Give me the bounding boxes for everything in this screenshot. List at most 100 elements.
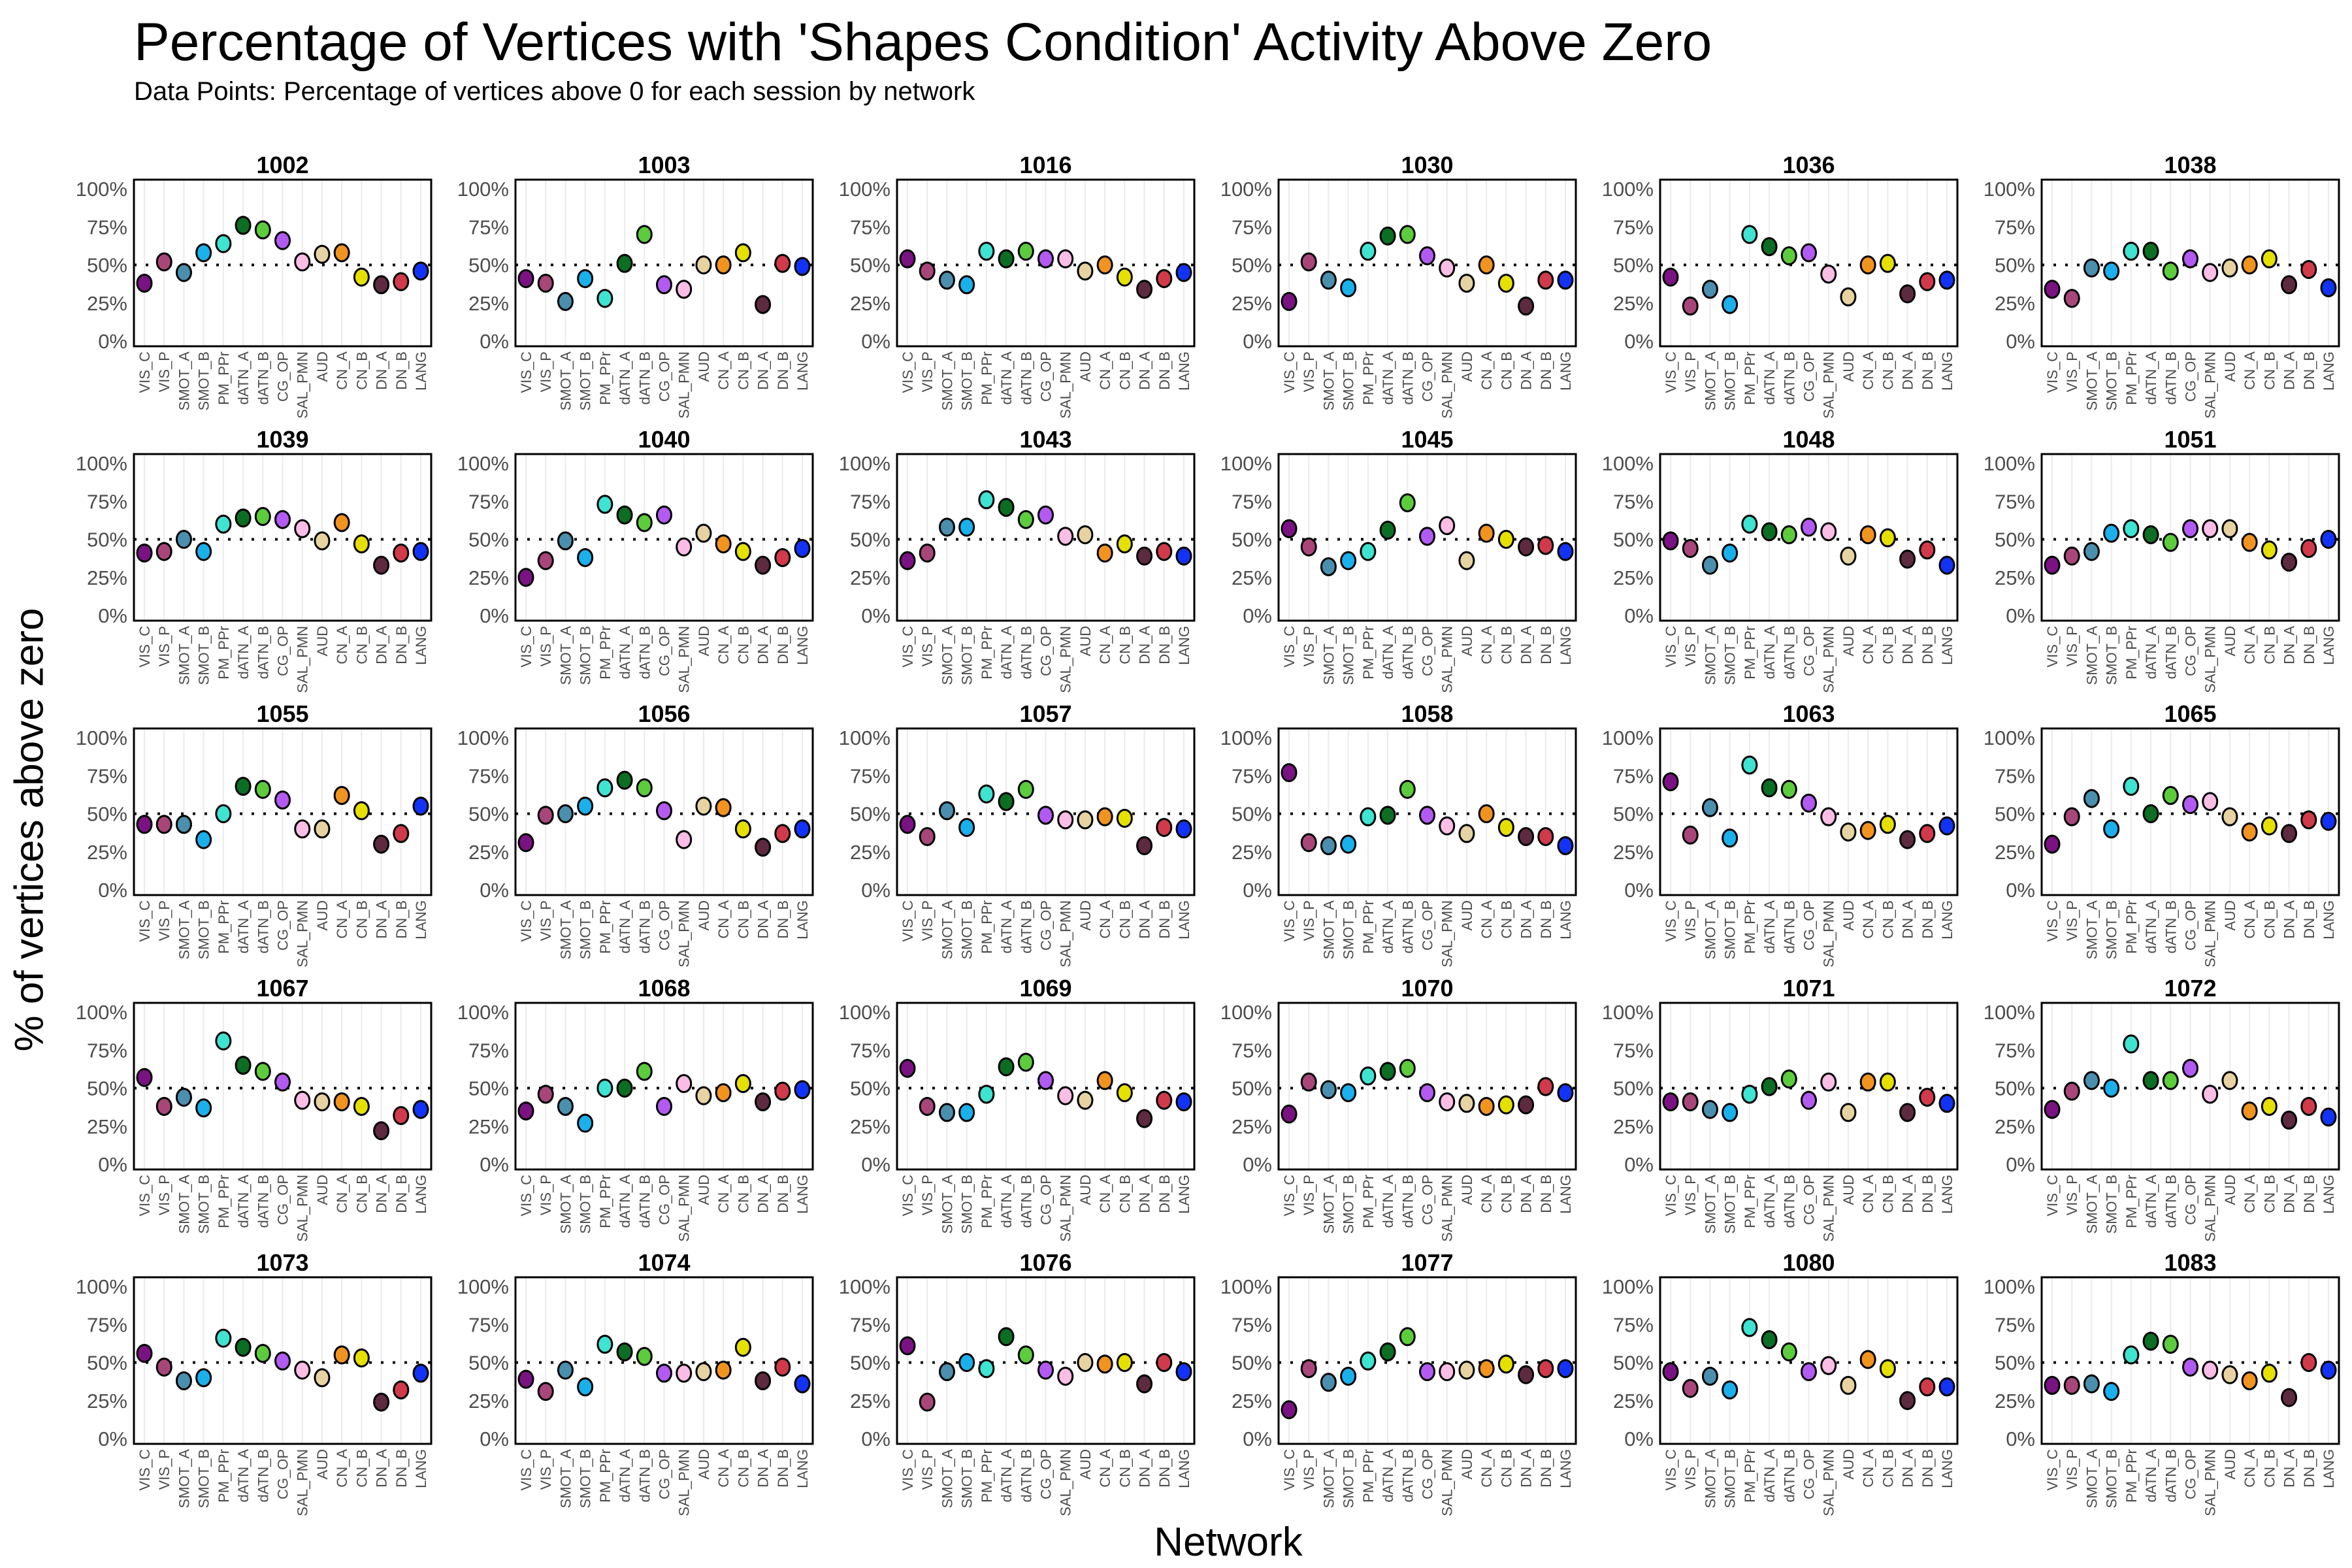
x-tick-label: DN_B bbox=[1538, 351, 1554, 390]
x-tick-label: CN_A bbox=[1860, 900, 1876, 939]
x-tick-label: SAL_PMN bbox=[676, 351, 693, 419]
x-tick-label: VIS_P bbox=[2064, 351, 2080, 392]
y-tick-label: 0% bbox=[480, 1428, 509, 1450]
mean-point-dATN_A bbox=[235, 1337, 252, 1357]
mean-point-DN_A bbox=[755, 838, 772, 857]
x-tick-label: AUD bbox=[1459, 351, 1475, 382]
mean-point-SMOT_A bbox=[2083, 258, 2100, 278]
panel-border bbox=[1277, 1276, 1577, 1445]
panel-1043: 1043 0% 25% 50% 75% 100% VIS_C VIS_P SMOT_A SMOT_… bbox=[839, 426, 1196, 693]
mean-point-VIS_C bbox=[136, 273, 153, 293]
x-tick-label: DN_A bbox=[1518, 351, 1535, 390]
x-tick-label: AUD bbox=[696, 1449, 712, 1479]
x-tick-label: SMOT_A bbox=[176, 1175, 192, 1234]
mean-point-dATN_B bbox=[254, 507, 271, 527]
y-tick-label: 50% bbox=[1613, 529, 1654, 551]
x-tick-label: AUD bbox=[696, 900, 712, 930]
mean-point-CG_OP bbox=[1037, 1360, 1054, 1380]
x-tick-label: CG_OP bbox=[1801, 900, 1818, 951]
panel-border bbox=[1659, 1002, 1959, 1171]
mean-point-SAL_PMN bbox=[1057, 1086, 1074, 1105]
mean-point-VIS_P bbox=[155, 542, 172, 561]
x-tick-label: SMOT_A bbox=[557, 900, 574, 960]
x-tick-label: LANG bbox=[1176, 626, 1192, 665]
x-tick-label: dATN_A bbox=[998, 351, 1015, 405]
panel-1083: 1083 0% 25% 50% 75% 100% VIS_C VIS_P SMOT_A SMOT_… bbox=[1984, 1249, 2340, 1516]
mean-point-SAL_PMN bbox=[676, 1074, 693, 1094]
x-tick-label: dATN_A bbox=[2143, 1449, 2159, 1503]
x-tick-label: CN_A bbox=[1860, 351, 1876, 390]
x-tick-label: AUD bbox=[2222, 900, 2238, 930]
x-tick-label: CG_OP bbox=[2183, 900, 2199, 951]
x-tick-label: VIS_C bbox=[1663, 1449, 1679, 1491]
y-tick-label: 0% bbox=[861, 604, 890, 627]
y-tick-label: 75% bbox=[1995, 216, 2035, 238]
y-tick-label: 75% bbox=[1995, 490, 2035, 513]
x-tick-label: CN_B bbox=[2261, 1175, 2278, 1213]
mean-point-CN_A bbox=[1478, 804, 1495, 823]
x-tick-label: VIS_P bbox=[156, 351, 172, 392]
mean-point-DN_A bbox=[755, 1371, 772, 1390]
x-tick-label: CG_OP bbox=[657, 1175, 673, 1225]
y-tick-label: 100% bbox=[457, 452, 509, 475]
panel-1068: 1068 0% 25% 50% 75% 100% VIS_C VIS_P SMOT_A SMOT_… bbox=[457, 975, 814, 1242]
x-tick-label: SMOT_B bbox=[1341, 1175, 1357, 1233]
mean-point-PM_PPr bbox=[1360, 1351, 1377, 1371]
y-tick-label: 100% bbox=[839, 1275, 890, 1298]
y-tick-label: 25% bbox=[468, 841, 509, 864]
x-tick-label: dATN_B bbox=[1018, 1175, 1034, 1228]
panel-1016: 1016 0% 25% 50% 75% 100% VIS_C VIS_P SMOT_A SMOT_… bbox=[839, 152, 1196, 419]
panel-title: 1057 bbox=[1019, 700, 1071, 727]
x-tick-label: SAL_PMN bbox=[676, 900, 693, 968]
x-tick-label: DN_B bbox=[393, 1175, 410, 1213]
x-tick-label: SMOT_A bbox=[939, 1175, 955, 1234]
x-tick-label: CN_A bbox=[334, 626, 350, 664]
panel-title: 1071 bbox=[1782, 975, 1835, 1002]
mean-point-VIS_P bbox=[537, 1382, 554, 1401]
x-tick-label: SAL_PMN bbox=[676, 1449, 693, 1516]
x-tick-label: VIS_C bbox=[518, 626, 534, 668]
x-tick-label: SMOT_B bbox=[1341, 351, 1357, 410]
x-tick-label: SMOT_A bbox=[1702, 351, 1718, 411]
mean-point-dATN_B bbox=[1017, 510, 1034, 529]
mean-point-dATN_B bbox=[2162, 786, 2179, 806]
mean-point-dATN_A bbox=[616, 1342, 633, 1362]
y-tick-label: 0% bbox=[861, 879, 890, 902]
x-tick-label: AUD bbox=[1459, 900, 1475, 930]
x-tick-label: VIS_C bbox=[137, 1449, 153, 1491]
mean-point-VIS_P bbox=[537, 551, 554, 570]
mean-point-AUD bbox=[1840, 546, 1857, 566]
mean-point-SMOT_B bbox=[1340, 551, 1357, 570]
mean-point-dATN_A bbox=[235, 216, 252, 235]
x-tick-label: SAL_PMN bbox=[1058, 900, 1074, 968]
x-tick-label: dATN_B bbox=[1018, 1449, 1034, 1503]
x-tick-label: SMOT_B bbox=[2104, 626, 2120, 685]
x-tick-label: CN_A bbox=[2242, 626, 2258, 664]
mean-point-CG_OP bbox=[274, 231, 291, 250]
x-tick-label: AUD bbox=[1459, 1175, 1475, 1205]
mean-point-dATN_B bbox=[1017, 779, 1034, 799]
mean-point-SMOT_A bbox=[2083, 1071, 2100, 1090]
mean-point-VIS_C bbox=[1281, 519, 1298, 538]
x-tick-label: dATN_B bbox=[1399, 351, 1416, 405]
y-tick-label: 100% bbox=[1984, 727, 2035, 749]
mean-point-CG_OP bbox=[656, 505, 672, 525]
x-tick-label: VIS_P bbox=[156, 900, 172, 941]
y-tick-label: 75% bbox=[468, 764, 509, 787]
x-tick-label: dATN_A bbox=[998, 1449, 1015, 1503]
x-tick-label: SMOT_A bbox=[1320, 1449, 1337, 1509]
mean-point-CN_B bbox=[734, 243, 751, 263]
x-tick-label: CG_OP bbox=[1038, 1449, 1054, 1499]
x-tick-label: dATN_B bbox=[1018, 626, 1034, 679]
mean-point-AUD bbox=[695, 1086, 712, 1105]
x-tick-label: DN_A bbox=[755, 351, 772, 390]
x-tick-label: VIS_C bbox=[1281, 1175, 1298, 1217]
y-tick-label: 0% bbox=[98, 1428, 127, 1450]
mean-point-AUD bbox=[1840, 822, 1857, 841]
y-tick-label: 50% bbox=[1232, 803, 1272, 826]
x-tick-label: SAL_PMN bbox=[1439, 626, 1456, 693]
panel-border bbox=[514, 453, 814, 622]
y-tick-label: 50% bbox=[1995, 1077, 2035, 1100]
mean-point-CG_OP bbox=[656, 801, 672, 821]
mean-point-dATN_A bbox=[2142, 242, 2159, 261]
